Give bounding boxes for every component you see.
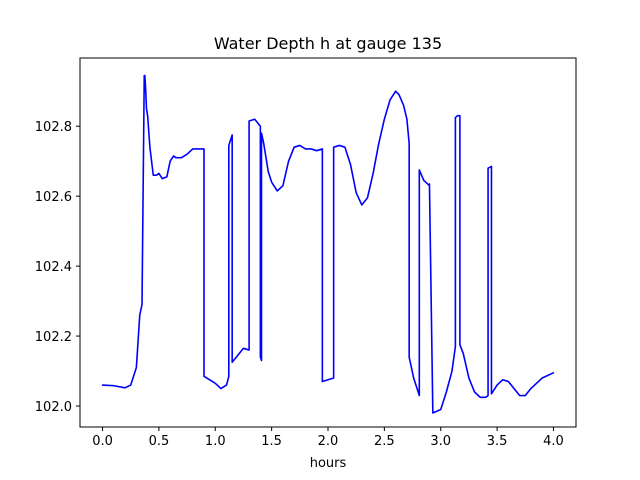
y-tick-label: 102.8 xyxy=(35,120,72,135)
x-tick-label: 2.5 xyxy=(374,434,395,449)
y-tick-label: 102.4 xyxy=(35,260,72,275)
y-axis-ticks: 102.0 102.2 102.4 102.6 102.8 xyxy=(35,120,80,415)
y-tick-label: 102.6 xyxy=(35,190,72,205)
x-tick-label: 3.0 xyxy=(430,434,451,449)
series-layer xyxy=(101,74,555,414)
x-tick-label: 4.0 xyxy=(543,434,564,449)
x-tick-label: 0.5 xyxy=(149,434,170,449)
x-tick-label: 3.5 xyxy=(487,434,508,449)
x-tick-label: 0.0 xyxy=(92,434,113,449)
x-tick-label: 1.0 xyxy=(205,434,226,449)
y-tick-label: 102.2 xyxy=(35,330,72,345)
x-tick-label: 2.0 xyxy=(318,434,339,449)
y-tick-label: 102.0 xyxy=(35,400,72,415)
x-tick-label: 1.5 xyxy=(261,434,282,449)
x-axis-ticks: 0.0 0.5 1.0 1.5 2.0 2.5 3.0 3.5 4.0 xyxy=(92,427,564,449)
series-line-0 xyxy=(101,74,555,414)
plot-frame xyxy=(79,57,577,428)
chart-title: Water Depth h at gauge 135 xyxy=(214,34,442,53)
x-axis-label: hours xyxy=(310,456,347,471)
